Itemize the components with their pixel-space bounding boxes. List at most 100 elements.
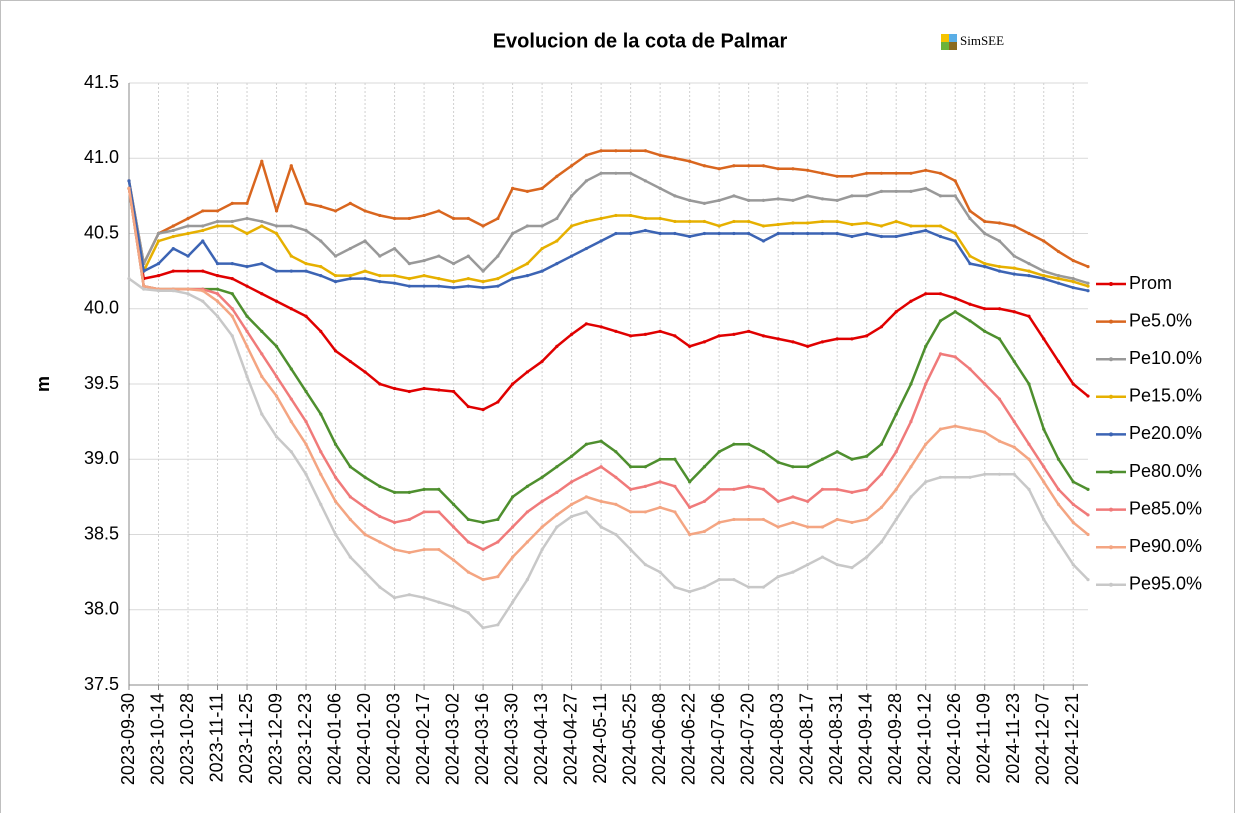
point xyxy=(865,171,869,175)
series-line xyxy=(127,149,1089,268)
point xyxy=(437,547,441,552)
point xyxy=(614,329,618,333)
point xyxy=(171,289,175,293)
point xyxy=(747,442,751,446)
point xyxy=(496,517,500,522)
point xyxy=(422,386,426,391)
point xyxy=(599,216,603,221)
point xyxy=(702,201,707,205)
legend-label: Pe15.0% xyxy=(1129,386,1202,406)
point xyxy=(1071,258,1075,263)
point xyxy=(776,499,780,503)
y-tick-label: 39.0 xyxy=(84,448,119,468)
point xyxy=(776,222,780,227)
point xyxy=(584,472,588,476)
point xyxy=(629,465,633,469)
point xyxy=(555,239,559,243)
point xyxy=(584,495,588,499)
point xyxy=(245,314,249,318)
point xyxy=(171,224,175,228)
point xyxy=(481,520,485,525)
point xyxy=(673,231,677,236)
point xyxy=(599,525,603,529)
point xyxy=(747,231,751,236)
point xyxy=(850,222,854,227)
point xyxy=(968,427,972,431)
point xyxy=(1012,445,1016,449)
y-tick-label: 38.0 xyxy=(84,599,119,619)
legend-marker xyxy=(1109,582,1113,587)
point xyxy=(481,286,485,290)
point xyxy=(319,472,323,476)
point xyxy=(865,194,869,198)
point xyxy=(201,299,205,303)
point xyxy=(747,198,751,202)
point xyxy=(496,575,500,579)
point xyxy=(983,262,987,266)
point xyxy=(496,277,500,281)
point xyxy=(142,269,146,273)
point xyxy=(673,510,677,514)
point xyxy=(820,555,825,559)
point xyxy=(348,274,352,278)
point xyxy=(466,540,470,544)
point xyxy=(1012,266,1016,270)
legend-label: Pe5.0% xyxy=(1129,310,1192,330)
point xyxy=(392,490,397,494)
point xyxy=(230,219,234,224)
point xyxy=(1071,480,1075,484)
point xyxy=(924,168,928,172)
point xyxy=(348,201,352,205)
point xyxy=(274,269,279,273)
point xyxy=(201,224,205,228)
point xyxy=(1027,262,1031,266)
point xyxy=(1027,231,1031,236)
point xyxy=(274,209,279,213)
point xyxy=(1027,269,1031,273)
point xyxy=(451,280,456,284)
point xyxy=(599,465,603,469)
point xyxy=(909,420,913,424)
point xyxy=(997,307,1002,311)
point xyxy=(260,412,264,416)
point xyxy=(348,277,352,281)
point xyxy=(466,611,470,615)
point xyxy=(658,457,662,461)
x-tick-label: 2024-06-22 xyxy=(678,693,698,785)
point xyxy=(274,374,279,379)
point xyxy=(230,277,234,281)
point xyxy=(570,164,574,168)
point xyxy=(806,525,810,529)
point xyxy=(215,292,220,296)
point xyxy=(599,239,603,243)
point xyxy=(451,605,456,609)
point xyxy=(230,262,234,266)
point xyxy=(820,231,825,236)
point xyxy=(319,329,323,333)
point xyxy=(776,197,780,201)
point xyxy=(938,171,943,175)
point xyxy=(496,540,500,544)
point xyxy=(953,231,957,236)
logo xyxy=(941,34,957,50)
point xyxy=(525,540,529,544)
point xyxy=(688,532,692,537)
point xyxy=(525,578,529,582)
point xyxy=(481,280,485,284)
x-tick-label: 2024-01-06 xyxy=(324,693,344,785)
point xyxy=(407,284,411,288)
point xyxy=(319,450,323,454)
point xyxy=(599,439,603,443)
point xyxy=(865,221,869,225)
point xyxy=(333,274,338,278)
point xyxy=(333,532,338,537)
point xyxy=(363,532,367,537)
point xyxy=(791,570,795,574)
point xyxy=(909,495,913,499)
point xyxy=(481,407,485,412)
point xyxy=(260,374,264,379)
point xyxy=(938,194,943,198)
point xyxy=(1042,274,1046,278)
point xyxy=(437,209,441,213)
point xyxy=(1012,254,1016,258)
